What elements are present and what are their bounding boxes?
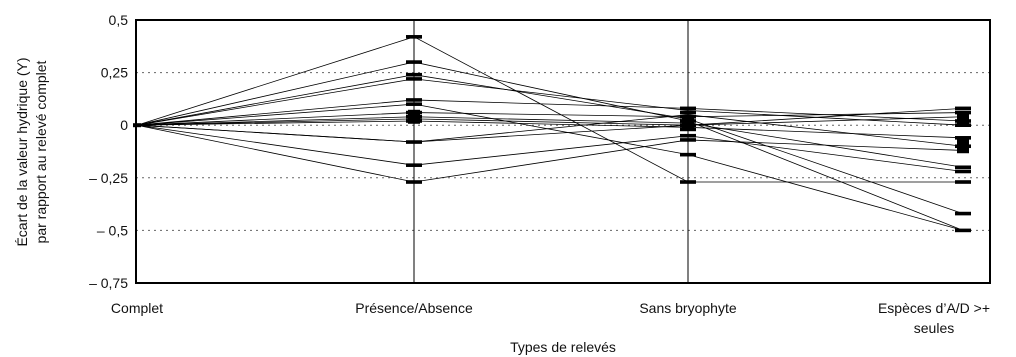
x-tick-label: Présence/Absence	[355, 300, 473, 316]
y-tick-label: 0,5	[109, 12, 129, 28]
value-marker	[955, 211, 971, 216]
series-line	[136, 74, 964, 214]
value-marker	[406, 102, 422, 106]
value-marker	[680, 152, 696, 157]
x-tick-labels: Complet Présence/Absence Sans bryophyte Esp…	[111, 300, 990, 336]
series-line	[136, 107, 964, 143]
value-marker	[955, 106, 971, 111]
value-marker	[680, 133, 696, 138]
value-marker	[680, 110, 696, 115]
mean-box-marker	[957, 111, 969, 126]
series-line	[136, 116, 964, 126]
value-marker	[406, 60, 422, 64]
x-axis-title: Types de relevés	[510, 339, 616, 355]
value-marker	[406, 163, 422, 167]
value-marker	[955, 228, 971, 233]
mean-box-marker	[682, 116, 694, 131]
x-tick-label: Complet	[111, 300, 163, 316]
value-marker	[955, 169, 971, 174]
y-gridlines	[136, 72, 990, 231]
series-line	[136, 103, 964, 231]
series-line	[136, 124, 964, 172]
series-line	[136, 78, 964, 126]
y-tick-label: – 0,75	[89, 275, 128, 291]
y-axis-title-line-2: par rapport au relevé complet	[33, 60, 49, 243]
value-marker	[406, 98, 422, 102]
mean-box-marker	[408, 109, 420, 124]
y-tick-label: – 0,25	[89, 170, 128, 186]
value-marker	[406, 180, 422, 184]
value-marker	[680, 138, 696, 142]
value-marker	[955, 136, 971, 140]
y-tick-label: 0	[120, 117, 128, 133]
data-markers	[133, 35, 971, 233]
x-tick-label: Sans bryophyte	[639, 300, 736, 316]
series-line	[136, 124, 964, 183]
y-tick-label: 0,25	[101, 65, 128, 81]
value-marker	[955, 165, 971, 170]
value-marker	[680, 106, 696, 111]
y-axis-title-line-1: Écart de la valeur hydrique (Y)	[14, 57, 30, 246]
value-marker	[406, 72, 422, 77]
y-tick-label: – 0,5	[97, 222, 128, 238]
series-line	[136, 112, 964, 126]
value-marker	[680, 180, 696, 184]
plot-frame	[135, 19, 991, 284]
x-tick-label: seules	[914, 320, 954, 336]
value-marker	[406, 77, 422, 81]
series-lines	[136, 36, 964, 231]
vertical-range-lines	[413, 20, 689, 283]
value-marker	[406, 140, 422, 144]
series-line	[136, 61, 964, 231]
x-tick-label: Espèces d’A/D >+	[878, 300, 990, 316]
series-line	[136, 120, 964, 139]
value-marker	[406, 35, 422, 39]
y-tick-labels: 0,5 0,25 0 – 0,25 – 0,5 – 0,75	[89, 12, 128, 291]
series-line	[136, 36, 963, 183]
value-marker	[955, 180, 971, 184]
mean-box-marker	[957, 139, 969, 154]
